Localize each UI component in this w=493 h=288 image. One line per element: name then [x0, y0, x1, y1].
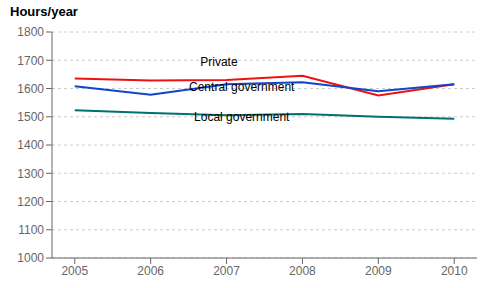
svg-text:2006: 2006 [137, 264, 164, 278]
svg-text:1100: 1100 [18, 223, 44, 237]
svg-text:1400: 1400 [17, 138, 44, 152]
svg-text:Local government: Local government [194, 110, 290, 124]
svg-text:Central government: Central government [189, 80, 295, 94]
svg-text:1800: 1800 [17, 25, 44, 39]
svg-text:1300: 1300 [17, 167, 44, 181]
svg-text:1600: 1600 [17, 82, 44, 96]
html-text:Hours/year: Hours/year [10, 4, 78, 19]
svg-text:1200: 1200 [17, 195, 44, 209]
svg-text:1500: 1500 [17, 110, 44, 124]
svg-text:2008: 2008 [289, 264, 316, 278]
svg-text:1700: 1700 [17, 54, 44, 68]
svg-text:Private: Private [200, 55, 238, 69]
svg-text:2009: 2009 [365, 264, 392, 278]
svg-text:2010: 2010 [441, 264, 468, 278]
svg-text:2005: 2005 [61, 264, 88, 278]
svg-text:2007: 2007 [213, 264, 240, 278]
svg-text:1000: 1000 [17, 251, 44, 265]
